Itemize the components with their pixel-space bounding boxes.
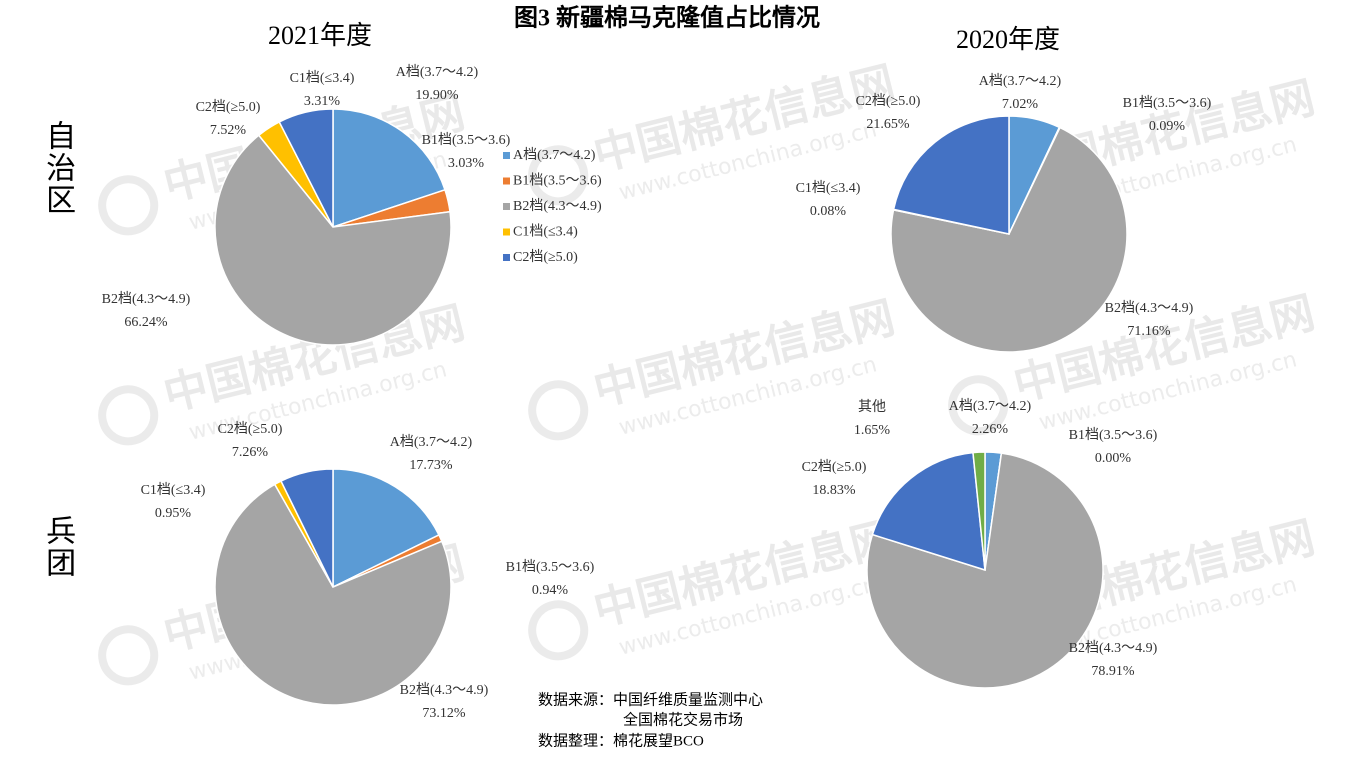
slice-value-label: 17.73% [409, 458, 453, 473]
legend-swatch [503, 254, 510, 261]
watermark-logo [98, 175, 159, 236]
column-title: 2021年度 [268, 21, 372, 50]
slice-category-label: A档(3.7～4.2) [396, 64, 479, 80]
slice-value-label: 7.52% [210, 123, 247, 138]
slice-value-label: 0.94% [532, 583, 569, 598]
watermark-logo [528, 145, 589, 206]
slice-category-label: 其他 [858, 399, 886, 415]
slice-value-label: 7.26% [232, 445, 269, 460]
slice-value-label: 21.65% [866, 117, 910, 132]
slice-category-label: C2档(≥5.0) [196, 99, 261, 115]
pie-slice [892, 115, 1010, 235]
legend-swatch [503, 152, 510, 159]
watermark-logo [98, 625, 159, 686]
slice-category-label: B1档(3.5～3.6) [422, 132, 511, 148]
slice-category-label: C1档(≤3.4) [796, 180, 861, 196]
slice-value-label: 0.00% [1095, 451, 1132, 466]
slice-category-label: C2档(≥5.0) [218, 421, 283, 437]
pie-slice [972, 451, 986, 571]
slice-value-label: 78.91% [1091, 664, 1135, 679]
slice-value-label: 1.65% [854, 423, 891, 438]
slice-category-label: B1档(3.5～3.6) [1069, 427, 1158, 443]
main-title: 图3 新疆棉马克隆值占比情况 [514, 4, 820, 32]
slice-category-label: C1档(≤3.4) [141, 482, 206, 498]
slice-category-label: A档(3.7～4.2) [390, 434, 473, 450]
pie-slice [278, 108, 334, 228]
slice-value-label: 7.02% [1002, 97, 1039, 112]
row-label: 自治区 [41, 120, 75, 216]
legend-label: A档(3.7～4.2) [513, 147, 596, 163]
pie-slice [280, 468, 334, 588]
watermark-logo [528, 600, 589, 661]
watermark-logo [948, 375, 1009, 436]
slice-value-label: 18.83% [812, 483, 856, 498]
slice-value-label: 2.26% [972, 422, 1009, 437]
slice-value-label: 73.12% [422, 706, 466, 721]
legend-label: C1档(≤3.4) [513, 224, 578, 240]
slice-value-label: 3.03% [448, 156, 485, 171]
pie-slice [890, 126, 1128, 353]
slice-category-label: B2档(4.3～4.9) [1069, 640, 1158, 656]
slice-value-label: 0.09% [1149, 119, 1186, 134]
legend-label: C2档(≥5.0) [513, 249, 578, 265]
legend-swatch [503, 228, 510, 236]
source-line: 全国棉花交易市场 [623, 710, 743, 728]
pie-slice [214, 483, 452, 706]
legend-swatch [503, 177, 510, 185]
slice-category-label: C2档(≥5.0) [802, 459, 867, 475]
slice-category-label: C1档(≤3.4) [290, 70, 355, 86]
legend-label: B1档(3.5～3.6) [513, 173, 602, 189]
slice-value-label: 71.16% [1127, 324, 1171, 339]
legend-label: B2档(4.3～4.9) [513, 198, 602, 214]
slice-category-label: B2档(4.3～4.9) [400, 682, 489, 698]
pie-slice [871, 451, 986, 572]
source-line: 数据整理：棉花展望BCO [538, 732, 704, 749]
source-line: 数据来源：中国纤维质量监测中心 [538, 691, 763, 708]
slice-value-label: 0.08% [810, 204, 847, 219]
slice-category-label: A档(3.7～4.2) [949, 398, 1032, 414]
pie-slice [332, 468, 440, 589]
slice-category-label: B2档(4.3～4.9) [1105, 300, 1194, 316]
pie-slice [332, 108, 446, 229]
slice-category-label: B1档(3.5～3.6) [506, 559, 595, 575]
slice-value-label: 19.90% [415, 88, 459, 103]
row-label: 兵团 [41, 515, 75, 579]
slice-category-label: A档(3.7～4.2) [979, 73, 1062, 89]
slice-category-label: B1档(3.5～3.6) [1123, 95, 1212, 111]
column-title: 2020年度 [956, 25, 1060, 54]
slice-category-label: B2档(4.3～4.9) [102, 291, 191, 307]
slice-value-label: 0.95% [155, 506, 192, 521]
slice-category-label: C2档(≥5.0) [856, 93, 921, 109]
legend-swatch [503, 203, 510, 210]
slice-value-label: 3.31% [304, 94, 341, 109]
watermark-logo [98, 385, 159, 446]
watermark-logo [528, 380, 589, 441]
pie-slice [214, 134, 452, 346]
slice-value-label: 66.24% [124, 315, 168, 330]
